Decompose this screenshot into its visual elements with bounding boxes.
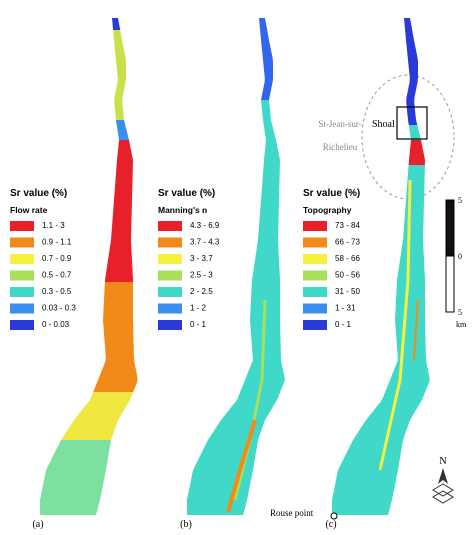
legend-swatch (303, 237, 327, 248)
legend-swatch (10, 270, 34, 281)
river-segment (259, 18, 273, 100)
legend-label: 2.5 - 3 (190, 271, 213, 280)
shoal-label: Shoal (372, 119, 395, 130)
river-streak (378, 179, 412, 471)
north-arrow: N (432, 456, 454, 504)
legend-swatch (10, 237, 34, 248)
legend-label: 31 - 50 (335, 287, 360, 296)
legend-label: 0.5 - 0.7 (42, 271, 72, 280)
legend-label: 0 - 0.03 (42, 320, 70, 329)
scale-bar-white (445, 255, 455, 313)
legend-swatch (10, 254, 34, 264)
city-label: St-Jean-sur- (318, 119, 361, 129)
river-segment (116, 120, 129, 140)
legend-label: 0 - 1 (335, 320, 352, 329)
legend-swatch (158, 237, 182, 248)
legend-swatch (158, 270, 182, 281)
scale-tick: 5 (458, 308, 462, 317)
legend-label: 3.7 - 4.3 (190, 238, 220, 247)
legend-swatch (303, 320, 327, 330)
shoal-box (396, 106, 428, 140)
legend-label: 0 - 1 (190, 320, 207, 329)
legend-label: 0.7 - 0.9 (42, 254, 72, 263)
legend-label: 3 - 3.7 (190, 254, 213, 263)
river-segment (113, 30, 126, 120)
legend-label: 0.03 - 0.3 (42, 304, 76, 313)
north-arrow-body (432, 490, 454, 504)
scale-tick: 0 (458, 252, 462, 261)
legend-swatch (10, 320, 34, 330)
river-segment (332, 165, 430, 515)
rouse-point-marker (330, 512, 338, 520)
legend-label: 50 - 56 (335, 271, 360, 280)
river-segment (408, 140, 425, 165)
legend-swatch (10, 287, 34, 297)
river-segment (104, 140, 133, 282)
panel-label: (a) (32, 519, 43, 530)
river-streak (233, 299, 267, 501)
legend-swatch (158, 303, 182, 314)
legend-swatch (10, 221, 34, 231)
legend-label: 0.9 - 1.1 (42, 238, 72, 247)
north-label: N (439, 456, 446, 467)
city-label: Richelieu (323, 142, 358, 152)
legend-swatch (158, 287, 182, 297)
legend-label: 1 - 31 (335, 304, 356, 313)
river-segment (404, 18, 418, 125)
panel-label: (b) (180, 519, 192, 530)
legend-label: 58 - 66 (335, 254, 360, 263)
legend-subtitle: Topography (303, 205, 352, 215)
river-streak (226, 419, 257, 513)
legend-label: 1.1 - 3 (42, 221, 65, 230)
legend-swatch (158, 254, 182, 264)
scale-bar-black (445, 199, 455, 257)
north-arrow-head (438, 468, 448, 484)
legend-swatch (303, 254, 327, 264)
river-segment (93, 282, 138, 392)
legend-swatch (303, 221, 327, 231)
legend-label: 66 - 73 (335, 238, 360, 247)
river-segment (40, 440, 111, 515)
legend-swatch (158, 320, 182, 330)
legend-subtitle: Flow rate (10, 205, 48, 215)
rouse-point-label: Rouse point (270, 508, 314, 518)
river-streak (413, 299, 419, 361)
legend-subtitle: Manning's n (158, 205, 207, 215)
legend-label: 73 - 84 (335, 221, 360, 230)
scale-unit: km (456, 320, 467, 329)
rivers (40, 18, 430, 515)
panel-label: (c) (325, 519, 336, 530)
north-arrow-body (432, 483, 454, 497)
scale-tick: 5 (458, 196, 462, 205)
river-segment (187, 100, 285, 515)
legend-label: 0.3 - 0.5 (42, 287, 72, 296)
river-segment (408, 125, 421, 140)
river-segment (61, 392, 134, 440)
legend-title: Sr value (%) (158, 188, 215, 199)
legend-label: 2 - 2.5 (190, 287, 213, 296)
legend-swatch (10, 303, 34, 314)
legend-label: 1 - 2 (190, 304, 207, 313)
legend-title: Sr value (%) (303, 188, 360, 199)
legend-label: 4.3 - 6.9 (190, 221, 220, 230)
legend-swatch (303, 287, 327, 297)
legend-swatch (158, 221, 182, 231)
legend-swatch (303, 303, 327, 314)
river-segment (112, 18, 121, 30)
legend-title: Sr value (%) (10, 188, 67, 199)
legend-swatch (303, 270, 327, 281)
